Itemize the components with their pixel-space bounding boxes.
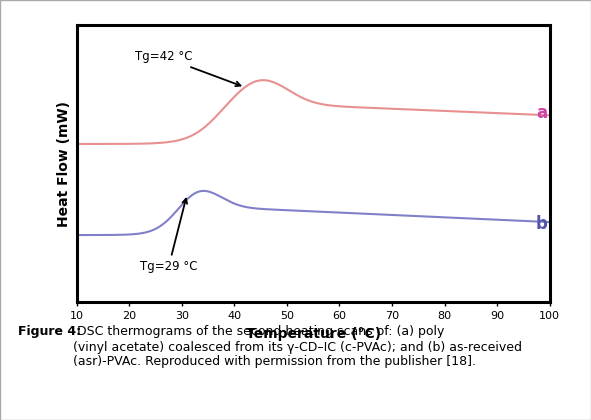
Text: a: a	[536, 104, 547, 122]
Y-axis label: Heat Flow (mW): Heat Flow (mW)	[57, 101, 72, 227]
Text: Tg=29 °C: Tg=29 °C	[140, 199, 197, 273]
Text: Figure 4:: Figure 4:	[18, 326, 81, 339]
Text: Tg=42 °C: Tg=42 °C	[135, 50, 241, 86]
Text: b: b	[535, 215, 547, 233]
X-axis label: Temperature (°C): Temperature (°C)	[246, 327, 381, 341]
Text: DSC thermograms of the second heating scans of: (a) poly
(vinyl acetate) coalesc: DSC thermograms of the second heating sc…	[73, 326, 522, 368]
